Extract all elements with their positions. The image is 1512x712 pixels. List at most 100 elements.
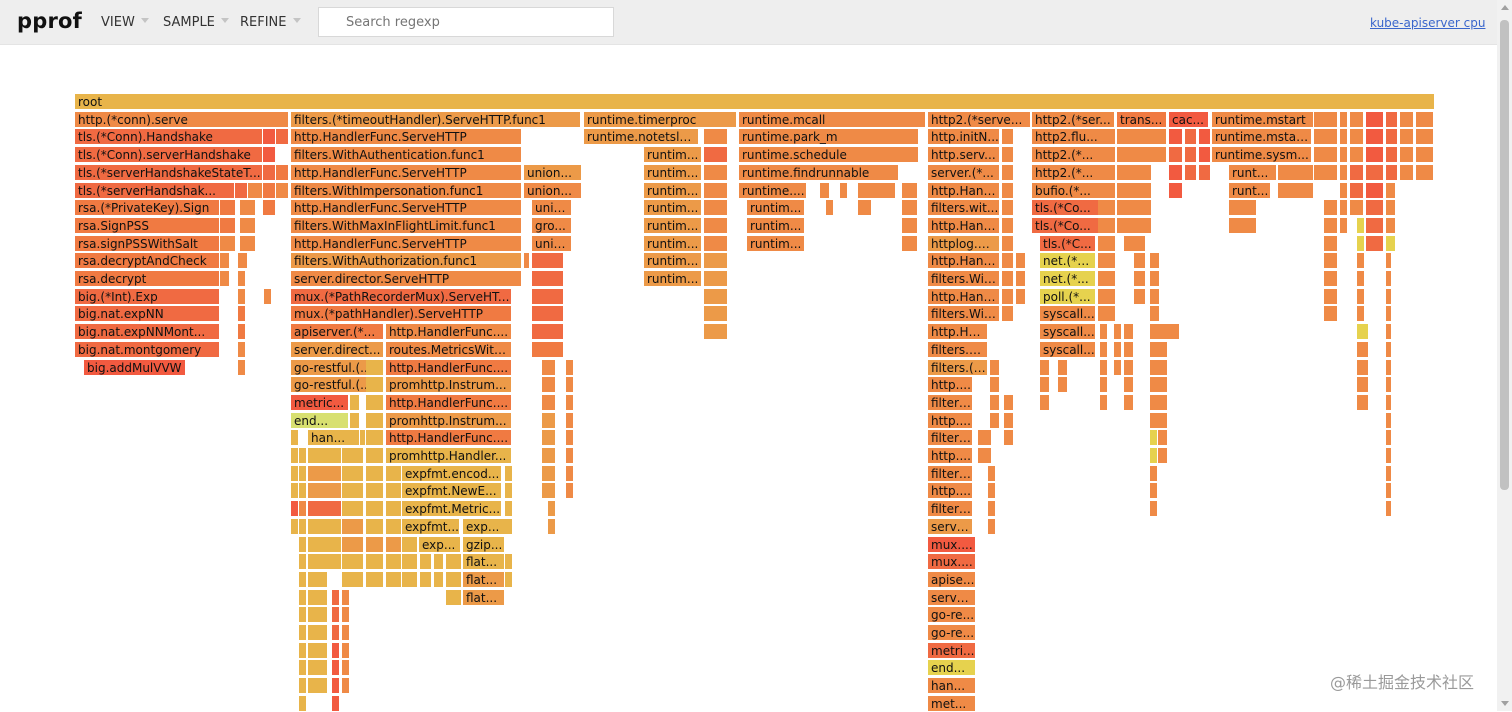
flame-frame-narrow[interactable]: [220, 271, 230, 287]
flame-frame-narrow[interactable]: [1158, 430, 1168, 447]
flame-frame-narrow[interactable]: [1134, 271, 1146, 287]
flame-frame-narrow[interactable]: [1002, 147, 1014, 164]
flame-frame-narrow[interactable]: [1366, 147, 1384, 164]
flame-frame-narrow[interactable]: [1100, 359, 1108, 376]
flame-frame-narrow[interactable]: [1386, 182, 1396, 199]
flame-frame-narrow[interactable]: [350, 394, 360, 411]
flame-frame[interactable]: mux....: [928, 554, 976, 571]
flame-frame[interactable]: filters.(*timeoutHandler).ServeHTTP.func…: [291, 111, 581, 128]
flame-frame-narrow[interactable]: [542, 448, 556, 464]
flame-frame-narrow[interactable]: [990, 377, 1000, 394]
flame-frame-narrow[interactable]: [1366, 129, 1384, 146]
flame-frame-narrow[interactable]: [1340, 129, 1348, 146]
flame-frame-narrow[interactable]: [704, 288, 728, 305]
flame-frame-narrow[interactable]: [1386, 341, 1392, 358]
flame-frame[interactable]: filters.WithMaxInFlightLimit.func1: [291, 217, 522, 234]
flame-frame-narrow[interactable]: [978, 448, 992, 464]
flame-frame-narrow[interactable]: [291, 465, 299, 482]
flame-frame-narrow[interactable]: [704, 235, 728, 252]
flame-frame-narrow[interactable]: [240, 235, 256, 252]
flame-frame[interactable]: metric...: [291, 394, 349, 411]
flame-frame[interactable]: runtime.timerproc: [584, 111, 737, 128]
flame-frame[interactable]: apiserver.(*...: [291, 324, 384, 341]
flame-frame-narrow[interactable]: [299, 607, 307, 624]
flame-frame-narrow[interactable]: [240, 200, 256, 217]
flame-frame-narrow[interactable]: [308, 642, 328, 659]
flame-frame-narrow[interactable]: [532, 288, 564, 305]
flame-frame[interactable]: http.HandlerFunc.ServeHTTP: [291, 235, 522, 252]
flame-frame[interactable]: big.nat.expNNMont...: [75, 324, 220, 341]
flame-frame-narrow[interactable]: [1350, 164, 1364, 181]
flame-frame-narrow[interactable]: [1400, 164, 1414, 181]
flame-frame-narrow[interactable]: [386, 465, 402, 482]
flame-frame-narrow[interactable]: [1185, 164, 1197, 181]
flame-frame-narrow[interactable]: [366, 501, 384, 518]
flame-frame[interactable]: runtim...: [747, 217, 805, 234]
flame-frame[interactable]: server.director.ServeHTTP: [291, 271, 522, 287]
flame-frame[interactable]: big.addMulVVW: [84, 359, 186, 376]
flame-frame-narrow[interactable]: [366, 394, 384, 411]
flame-frame[interactable]: filters...: [928, 465, 973, 482]
flame-frame[interactable]: runtime.mstar...: [1212, 129, 1312, 146]
flame-frame-narrow[interactable]: [291, 448, 299, 464]
flame-frame-narrow[interactable]: [332, 695, 340, 712]
flame-frame-narrow[interactable]: [1314, 147, 1338, 164]
flame-frame-narrow[interactable]: [366, 483, 384, 500]
flame-frame[interactable]: union...: [524, 164, 582, 181]
flame-frame[interactable]: gro...: [532, 217, 572, 234]
flame-frame-narrow[interactable]: [1098, 253, 1116, 270]
flame-frame-narrow[interactable]: [386, 483, 402, 500]
flame-frame-narrow[interactable]: [342, 589, 350, 606]
flame-frame-narrow[interactable]: [1117, 147, 1167, 164]
flame-frame-narrow[interactable]: [1366, 217, 1384, 234]
flame-frame-narrow[interactable]: [1098, 235, 1116, 252]
flame-frame[interactable]: http.(*conn).serve: [75, 111, 289, 128]
flame-frame-narrow[interactable]: [342, 448, 364, 464]
flame-frame-narrow[interactable]: [276, 129, 289, 146]
flame-frame-narrow[interactable]: [1158, 412, 1168, 429]
flame-frame[interactable]: runtim...: [644, 164, 702, 181]
flame-frame-narrow[interactable]: [1150, 501, 1158, 518]
flame-frame[interactable]: http.Hand...: [928, 253, 1000, 270]
flame-frame[interactable]: http.Hand...: [928, 182, 1000, 199]
flame-frame-narrow[interactable]: [1366, 111, 1384, 128]
flame-frame-narrow[interactable]: [524, 253, 530, 270]
flame-frame-narrow[interactable]: [434, 554, 444, 571]
flame-frame-narrow[interactable]: [704, 147, 728, 164]
flame-frame-narrow[interactable]: [1324, 217, 1338, 234]
flame-frame-narrow[interactable]: [291, 501, 299, 518]
flame-frame-narrow[interactable]: [276, 164, 289, 181]
flame-frame-narrow[interactable]: [1016, 253, 1026, 270]
flame-frame-narrow[interactable]: [238, 271, 246, 287]
flame-frame-narrow[interactable]: [342, 660, 350, 677]
flame-frame-narrow[interactable]: [1169, 164, 1183, 181]
flame-frame-narrow[interactable]: [1357, 235, 1365, 252]
flame-frame[interactable]: net.(*c...: [1040, 253, 1096, 270]
flame-frame-narrow[interactable]: [1169, 182, 1183, 199]
flame-frame[interactable]: flat...: [463, 571, 505, 588]
flame-frame-narrow[interactable]: [299, 554, 307, 571]
flame-frame-narrow[interactable]: [238, 324, 246, 341]
flame-frame-narrow[interactable]: [1314, 111, 1338, 128]
flame-frame-narrow[interactable]: [990, 412, 1000, 429]
flame-frame-narrow[interactable]: [1117, 217, 1152, 234]
flame-frame-narrow[interactable]: [704, 253, 728, 270]
flame-frame-narrow[interactable]: [263, 200, 276, 217]
flame-frame[interactable]: net.(*...: [1040, 271, 1096, 287]
flame-frame-narrow[interactable]: [1357, 359, 1369, 376]
flame-frame-narrow[interactable]: [238, 306, 246, 323]
flame-frame-narrow[interactable]: [1278, 182, 1314, 199]
flame-frame-narrow[interactable]: [1098, 182, 1116, 199]
flame-frame-narrow[interactable]: [1016, 288, 1026, 305]
flame-frame-narrow[interactable]: [308, 589, 328, 606]
flame-frame-narrow[interactable]: [566, 430, 574, 447]
flame-frame[interactable]: filters.wit...: [928, 200, 1000, 217]
flame-frame[interactable]: rsa.(*PrivateKey).Sign: [75, 200, 220, 217]
flame-frame-narrow[interactable]: [1098, 271, 1116, 287]
flame-frame-narrow[interactable]: [826, 200, 834, 217]
flame-frame[interactable]: unio...: [532, 200, 572, 217]
flame-frame-narrow[interactable]: [238, 341, 246, 358]
flame-frame[interactable]: go-re...: [928, 625, 976, 641]
app-logo[interactable]: pprof: [17, 9, 82, 33]
flame-frame-narrow[interactable]: [1386, 288, 1392, 305]
